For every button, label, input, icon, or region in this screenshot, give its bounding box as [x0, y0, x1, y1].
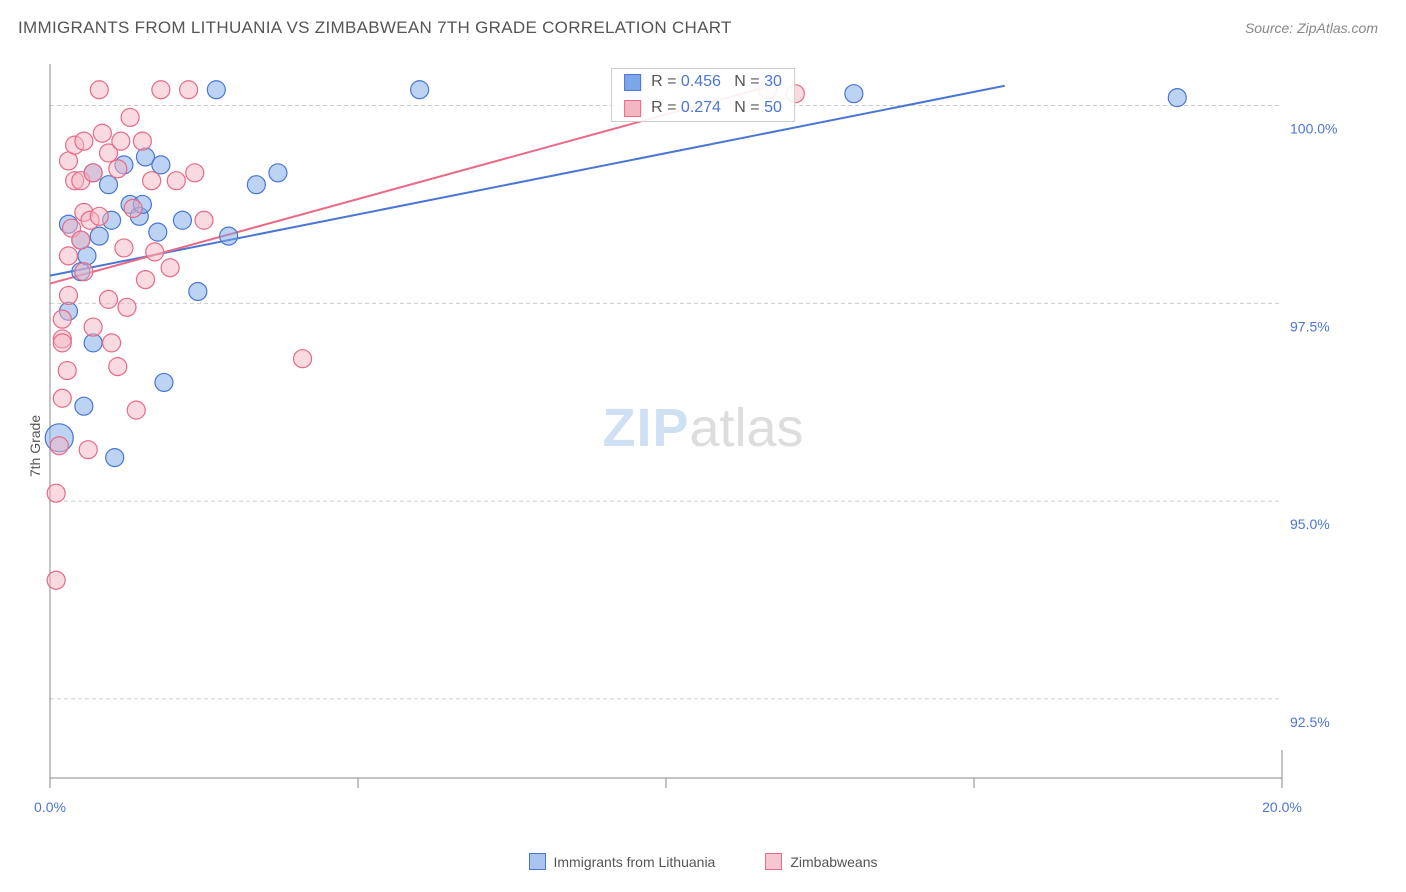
source-label: Source:: [1245, 20, 1293, 36]
legend-label: Immigrants from Lithuania: [554, 854, 716, 870]
correlation-legend: R = 0.456 N = 30R = 0.274 N = 50: [611, 68, 795, 122]
svg-text:0.0%: 0.0%: [34, 799, 66, 815]
plot-svg: 92.5%95.0%97.5%100.0%0.0%20.0%: [42, 60, 1342, 820]
correlation-legend-row: R = 0.274 N = 50: [612, 95, 794, 121]
legend-label: Zimbabweans: [790, 854, 877, 870]
legend-swatch: [529, 853, 546, 870]
legend-item: Zimbabweans: [765, 853, 877, 870]
chart-title: IMMIGRANTS FROM LITHUANIA VS ZIMBABWEAN …: [18, 18, 732, 38]
svg-text:97.5%: 97.5%: [1290, 318, 1330, 334]
correlation-legend-row: R = 0.456 N = 30: [612, 69, 794, 95]
svg-text:20.0%: 20.0%: [1262, 799, 1302, 815]
source-attribution: Source: ZipAtlas.com: [1245, 20, 1378, 36]
legend-swatch: [765, 853, 782, 870]
series-legend: Immigrants from Lithuania Zimbabweans: [0, 853, 1406, 870]
legend-swatch: [624, 100, 641, 117]
y-axis-label: 7th Grade: [27, 415, 43, 477]
source-value: ZipAtlas.com: [1297, 20, 1378, 36]
svg-text:92.5%: 92.5%: [1290, 714, 1330, 730]
svg-text:95.0%: 95.0%: [1290, 516, 1330, 532]
legend-swatch: [624, 74, 641, 91]
legend-item: Immigrants from Lithuania: [529, 853, 716, 870]
svg-text:100.0%: 100.0%: [1290, 121, 1337, 137]
scatter-plot: 92.5%95.0%97.5%100.0%0.0%20.0%: [42, 60, 1342, 820]
